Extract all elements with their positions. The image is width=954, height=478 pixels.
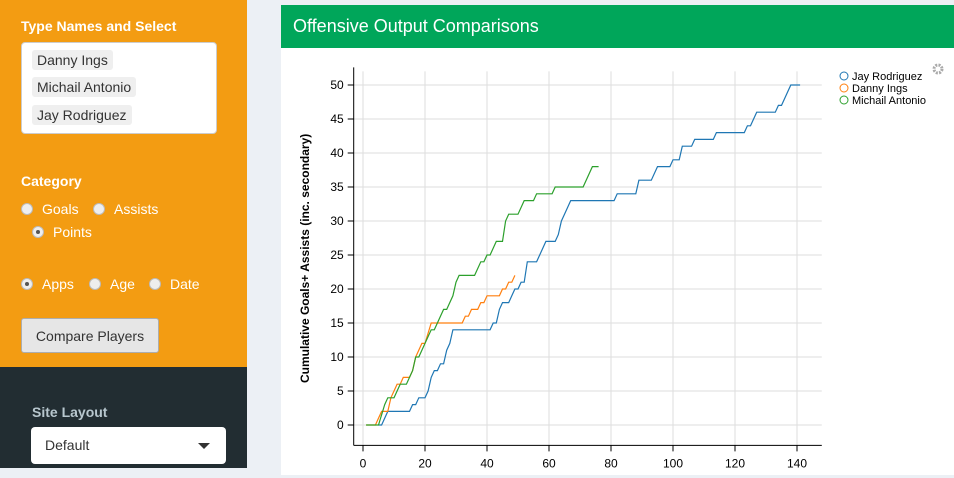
- site-layout-value: Default: [45, 437, 90, 453]
- legend-label: Danny Ings: [852, 83, 908, 95]
- radio-label: Apps: [42, 276, 74, 292]
- player-chip[interactable]: Michail Antonio: [32, 77, 137, 97]
- x-tick-label: 140: [787, 456, 807, 470]
- x-tick-label: 100: [663, 456, 683, 470]
- radio-apps[interactable]: Apps: [21, 276, 74, 292]
- y-axis-label: Cumulative Goals+ Assists (inc. secondar…: [298, 134, 312, 383]
- compare-players-button[interactable]: Compare Players: [21, 318, 159, 353]
- select-label: Type Names and Select: [21, 18, 177, 34]
- y-tick-label: 0: [337, 418, 344, 432]
- chart-box: Offensive Output Comparisons 0 20 40 60 80 10…: [281, 5, 954, 475]
- chart: 0 20 40 60 80 100 120 140 0 5 10 15 20 25 30 35 40 45 50 Cu…: [298, 63, 944, 470]
- legend-label: Jay Rodriguez: [852, 71, 922, 83]
- gear-icon[interactable]: [932, 63, 944, 75]
- radio-goals[interactable]: Goals: [21, 201, 79, 217]
- radio-assists[interactable]: Assists: [93, 201, 158, 217]
- x-tick-label: 120: [725, 456, 745, 470]
- legend-label: Michail Antonio: [852, 95, 926, 107]
- y-tick-label: 15: [330, 316, 344, 330]
- legend-marker: [839, 83, 849, 93]
- player-select-input[interactable]: Danny Ings Michail Antonio Jay Rodriguez: [21, 42, 217, 134]
- box-title: Offensive Output Comparisons: [281, 6, 954, 48]
- radio-label: Date: [170, 276, 200, 292]
- x-tick-label: 20: [418, 456, 432, 470]
- y-tick-label: 45: [330, 112, 344, 126]
- x-tick-label: 60: [542, 456, 556, 470]
- site-layout-label: Site Layout: [32, 404, 108, 420]
- y-tick-label: 40: [330, 146, 344, 160]
- y-tick-label: 35: [330, 180, 344, 194]
- radio-label: Assists: [114, 201, 159, 217]
- series-line-danny-ings: [366, 275, 516, 426]
- category-label: Category: [21, 173, 82, 189]
- radio-date[interactable]: Date: [149, 276, 200, 292]
- y-tick-label: 30: [330, 214, 344, 228]
- player-chip[interactable]: Danny Ings: [32, 50, 113, 70]
- radio-points[interactable]: Points: [32, 224, 92, 240]
- controls-panel: Type Names and Select Danny Ings Michail…: [0, 0, 247, 367]
- x-tick-label: 0: [360, 456, 367, 470]
- x-tick-label: 40: [480, 456, 494, 470]
- y-tick-label: 5: [337, 384, 344, 398]
- legend-marker: [839, 95, 849, 105]
- caret-down-icon: [198, 443, 210, 449]
- player-chip[interactable]: Jay Rodriguez: [32, 105, 132, 125]
- legend-marker: [839, 71, 849, 81]
- radio-label: Age: [110, 276, 135, 292]
- y-tick-label: 20: [330, 282, 344, 296]
- x-tick-label: 80: [604, 456, 618, 470]
- series-line-jay-rodriguez: [378, 84, 801, 426]
- site-layout-select[interactable]: Default: [31, 427, 226, 464]
- radio-label: Points: [53, 224, 92, 240]
- sidebar: Type Names and Select Danny Ings Michail…: [0, 0, 247, 468]
- y-tick-label: 50: [330, 78, 344, 92]
- radio-label: Goals: [42, 201, 79, 217]
- series-line-michail-antonio: [366, 165, 599, 426]
- y-tick-label: 25: [330, 248, 344, 262]
- radio-age[interactable]: Age: [89, 276, 135, 292]
- y-tick-label: 10: [330, 350, 344, 364]
